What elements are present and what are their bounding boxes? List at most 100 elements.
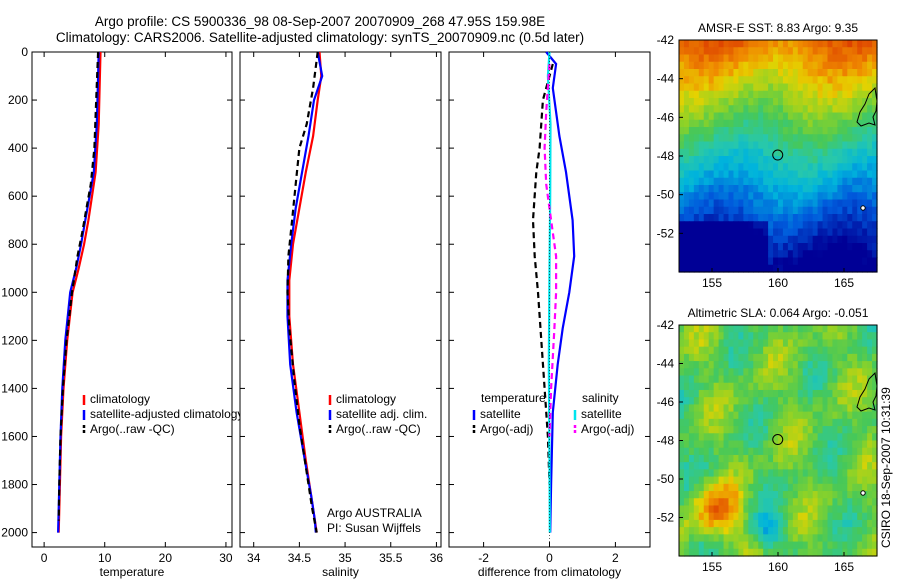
map-cell (867, 163, 873, 172)
map-cell (679, 61, 685, 70)
map-cell (787, 397, 794, 406)
map-cell (817, 119, 824, 128)
map-cell (728, 411, 735, 420)
map-cell (847, 505, 853, 514)
map-cell (857, 476, 863, 485)
map-cell (837, 243, 843, 251)
map-cell (847, 491, 853, 499)
map-cell (679, 404, 685, 413)
map-cell (782, 462, 789, 470)
map-cell (817, 404, 824, 413)
map-cell (773, 512, 779, 521)
map-cell (792, 141, 799, 150)
map-cell (837, 325, 843, 333)
map-cell (852, 206, 858, 215)
map-cell (817, 264, 824, 273)
map-cell (703, 491, 710, 499)
map-cell (743, 148, 749, 157)
map-cell (763, 512, 769, 521)
map-cell (792, 433, 799, 442)
map-cell (817, 325, 824, 333)
map-cell (768, 505, 774, 514)
map-cell (787, 127, 794, 135)
map-cell (768, 433, 774, 442)
map-cell (733, 426, 739, 434)
map-cell (718, 411, 725, 420)
map-cell (698, 469, 705, 478)
map-cell (867, 353, 873, 362)
map-cell (827, 505, 834, 514)
map-cell (693, 498, 700, 507)
y-tick-label: 800 (8, 237, 28, 251)
map-cell (768, 411, 774, 420)
map-cell (832, 440, 838, 449)
argo-location-marker (772, 434, 784, 446)
map-cell (698, 76, 705, 85)
map-cell (852, 418, 858, 427)
map-cell (862, 389, 868, 398)
map-cell (832, 170, 838, 179)
map-cell (683, 527, 690, 535)
map-cell (738, 512, 744, 521)
map-cell (763, 332, 769, 341)
map-cell (683, 361, 690, 369)
map-cell (822, 346, 829, 355)
map-cell (778, 235, 784, 244)
map-cell (832, 83, 838, 92)
map-cell (787, 476, 794, 485)
map-cell (797, 214, 804, 222)
map-cell (693, 156, 700, 164)
map-cell (817, 206, 824, 215)
map-cell (708, 156, 715, 164)
map-cell (713, 98, 720, 106)
map-cell (782, 214, 789, 222)
map-cell (683, 325, 690, 333)
y-tick-label: -52 (657, 511, 675, 525)
map-cell (763, 163, 769, 172)
map-cell (728, 185, 735, 193)
map-cell (872, 512, 878, 521)
map-cell (847, 527, 853, 535)
map-cell (792, 498, 799, 507)
map-cell (773, 61, 779, 70)
map-cell (807, 199, 814, 208)
map-cell (773, 462, 779, 470)
y-tick-label: -46 (657, 395, 675, 409)
map-cell (768, 47, 774, 56)
map-cell (733, 141, 739, 150)
map-cell (718, 353, 725, 362)
map-cell (708, 411, 715, 420)
map-cell (822, 163, 829, 172)
map-cell (862, 98, 868, 106)
map-cell (773, 257, 779, 266)
map-cell (768, 69, 774, 77)
map-cell (802, 206, 809, 215)
map-cell (867, 83, 873, 92)
map-cell (812, 325, 819, 333)
map-cell (713, 192, 720, 201)
map-cell (787, 40, 794, 48)
map-cell (763, 505, 769, 514)
map-cell (797, 389, 804, 398)
map-cell (812, 433, 819, 442)
map-cell (842, 148, 848, 157)
map-cell (852, 454, 858, 463)
map-cell (842, 368, 848, 377)
map-cell (787, 243, 794, 251)
map-cell (807, 389, 814, 398)
map-cell (857, 426, 863, 434)
map-cell (753, 512, 759, 521)
map-cell (822, 156, 829, 164)
map-cell (733, 548, 739, 557)
map-cell (703, 54, 710, 63)
map-cell (837, 228, 843, 237)
map-cell (693, 127, 700, 135)
map-cell (817, 47, 824, 56)
map-cell (822, 527, 829, 535)
map-cell (862, 54, 868, 63)
map-cell (778, 156, 784, 164)
map-cell (753, 440, 759, 449)
map-cell (768, 61, 774, 70)
map-cell (812, 361, 819, 369)
